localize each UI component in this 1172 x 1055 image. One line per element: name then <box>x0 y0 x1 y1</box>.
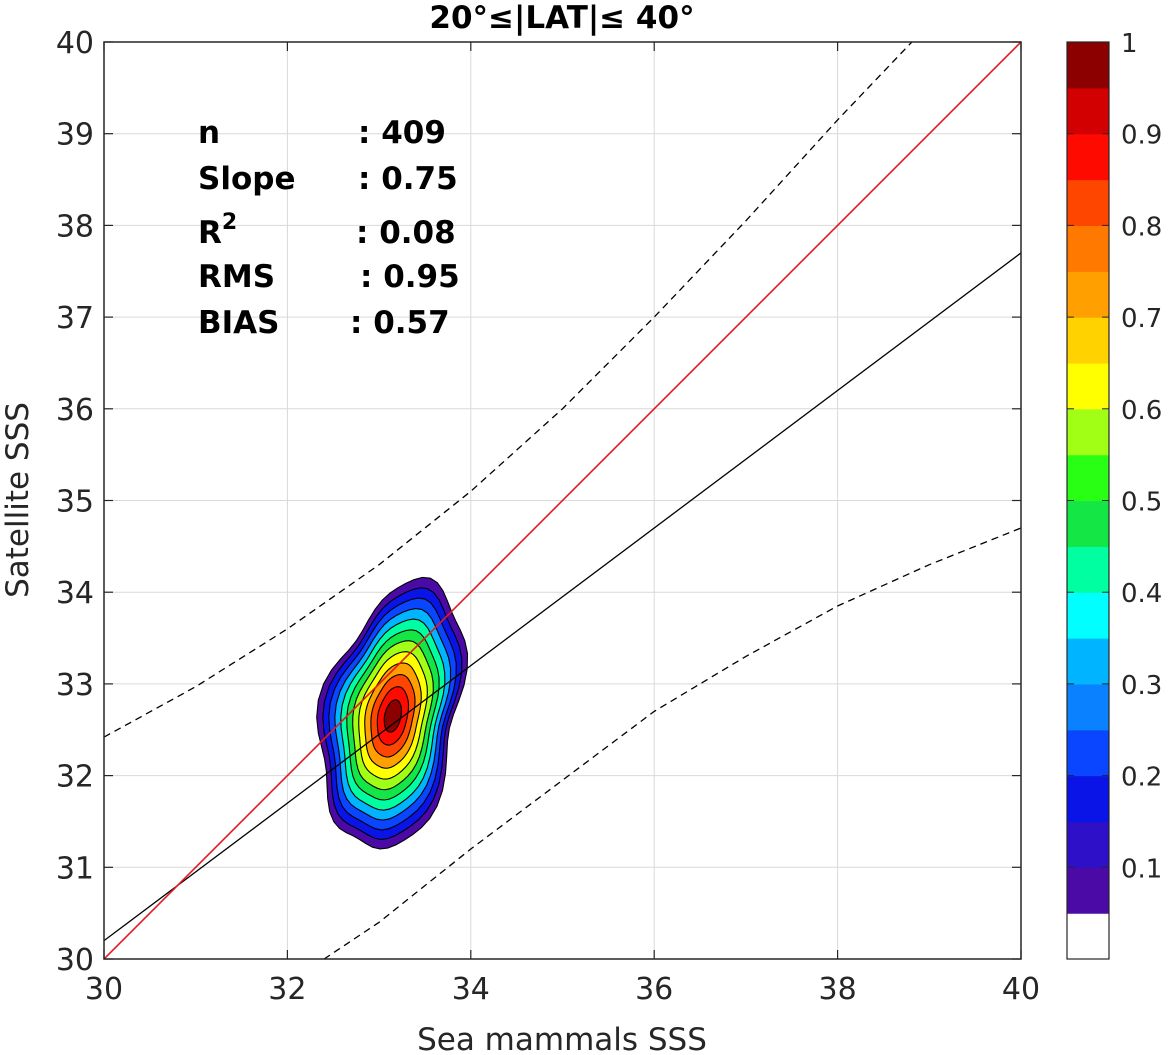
statistics-box: n : 409 Slope : 0.75 R2 : 0.08 RMS : 0.9… <box>198 115 460 341</box>
x-tick-label: 30 <box>85 972 123 1007</box>
stat-slope-name: Slope <box>198 161 295 197</box>
grid-lines <box>104 42 1021 959</box>
colorbar-segment <box>1067 867 1109 914</box>
colorbar: 0.1 0.2 0.3 0.4 0.5 0.6 0.7 0.8 0.9 1 <box>1066 29 1162 960</box>
colorbar-tick-label: 0.8 <box>1121 212 1162 242</box>
colorbar-segment <box>1067 500 1109 547</box>
colorbar-segment <box>1067 225 1109 272</box>
stat-n-name: n <box>198 115 220 151</box>
upper-bound-line <box>104 42 913 738</box>
colorbar-tick-label: 1 <box>1121 29 1138 59</box>
colorbar-tick-label: 0.5 <box>1121 488 1162 518</box>
colorbar-segment <box>1067 362 1109 410</box>
colorbar-segment <box>1067 133 1109 181</box>
one-to-one-line <box>104 42 1021 959</box>
lower-bound-line <box>323 527 1021 959</box>
colorbar-tick-label: 0.1 <box>1121 854 1162 884</box>
colorbar-segment <box>1067 592 1109 639</box>
chart-title: 20°≤|LAT|≤ 40° <box>429 0 694 36</box>
x-axis-label: Sea mammals SSS <box>417 1022 707 1055</box>
y-tick-label: 31 <box>56 851 94 886</box>
density-contours <box>316 576 469 850</box>
colorbar-segment <box>1067 317 1109 364</box>
colorbar-segment <box>1067 42 1109 89</box>
y-tick-label: 35 <box>56 485 94 520</box>
colorbar-tick-label: 0.7 <box>1121 304 1162 334</box>
y-tick-label: 40 <box>56 26 94 61</box>
colorbar-segment <box>1067 87 1109 135</box>
colorbar-segment <box>1067 454 1109 502</box>
x-tick-label: 32 <box>268 972 306 1007</box>
colorbar-tick-label: 0.3 <box>1121 671 1162 701</box>
regression-line <box>104 252 1021 942</box>
x-tick-label: 34 <box>452 972 490 1007</box>
y-tick-label: 33 <box>56 668 94 703</box>
y-tick-label: 34 <box>56 576 94 611</box>
y-tick-label: 36 <box>56 393 94 428</box>
stat-bias-name: BIAS <box>198 305 279 341</box>
colorbar-tick-label: 0.4 <box>1121 579 1162 609</box>
colorbar-segment <box>1067 821 1109 868</box>
colorbar-tick-label: 0.2 <box>1121 763 1162 793</box>
stat-n-value: : 409 <box>358 115 446 151</box>
y-tick-label: 39 <box>56 118 94 153</box>
y-tick-label: 30 <box>56 943 94 978</box>
y-tick-label: 37 <box>56 301 94 336</box>
density-contour-level <box>383 699 403 733</box>
x-tick-label: 40 <box>1002 972 1040 1007</box>
colorbar-segment <box>1067 271 1109 318</box>
axis-ticks: 30 32 34 36 38 40 30 31 32 33 34 35 36 37 38 39 40 <box>56 26 1040 1007</box>
colorbar-segment <box>1067 179 1109 226</box>
colorbar-segment <box>1067 683 1109 731</box>
stat-rms-value: : 0.95 <box>360 259 460 295</box>
stat-r2-name: R2 <box>198 210 237 251</box>
colorbar-segment <box>1067 408 1109 456</box>
stat-bias-value: : 0.57 <box>350 305 450 341</box>
stat-slope-value: : 0.75 <box>358 161 458 197</box>
colorbar-segment <box>1067 775 1109 823</box>
colorbar-tick-label: 0.9 <box>1121 121 1162 151</box>
y-axis-label: Satellite SSS <box>0 402 36 598</box>
colorbar-segment <box>1067 638 1109 685</box>
colorbar-segment <box>1067 729 1109 777</box>
x-tick-label: 38 <box>819 972 857 1007</box>
colorbar-segment <box>1067 546 1109 593</box>
x-tick-label: 36 <box>635 972 673 1007</box>
y-tick-label: 32 <box>56 760 94 795</box>
stat-rms-name: RMS <box>198 259 275 295</box>
y-tick-label: 38 <box>56 209 94 244</box>
colorbar-segment <box>1067 913 1109 960</box>
stat-r2-value: : 0.08 <box>356 215 456 251</box>
colorbar-tick-label: 0.6 <box>1121 396 1162 426</box>
reference-lines <box>104 42 1021 959</box>
